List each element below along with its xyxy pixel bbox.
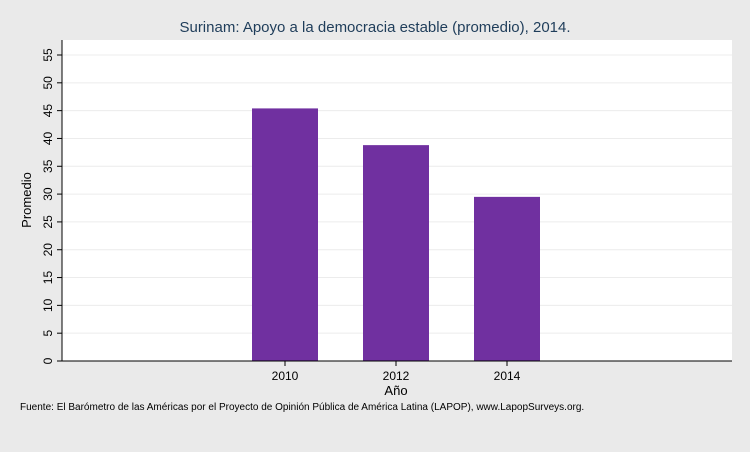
y-tick-label-5: 5 — [41, 330, 55, 337]
y-tick-label-10: 10 — [41, 298, 55, 312]
x-ticks: 2010 2012 2014 — [272, 361, 521, 383]
x-tick-label-2012: 2012 — [383, 369, 410, 383]
y-tick-label-45: 45 — [41, 104, 55, 118]
y-ticks: 0 5 10 15 20 25 30 35 40 45 50 55 — [41, 48, 62, 364]
y-tick-label-30: 30 — [41, 187, 55, 201]
bar-2014 — [474, 196, 540, 361]
y-tick-label-55: 55 — [41, 48, 55, 62]
x-axis-label: Año — [384, 383, 407, 398]
y-tick-label-15: 15 — [41, 271, 55, 285]
source-note: Fuente: El Barómetro de las Américas por… — [20, 402, 584, 413]
x-tick-label-2014: 2014 — [494, 369, 521, 383]
y-tick-label-35: 35 — [41, 159, 55, 173]
bars — [252, 108, 540, 361]
chart-title: Surinam: Apoyo a la democracia estable (… — [179, 19, 570, 36]
y-tick-label-0: 0 — [41, 357, 55, 364]
bar-2010 — [252, 108, 318, 361]
y-tick-label-25: 25 — [41, 215, 55, 229]
bar-2012 — [363, 145, 429, 361]
y-tick-label-40: 40 — [41, 131, 55, 145]
y-axis-label: Promedio — [19, 172, 34, 228]
y-tick-label-20: 20 — [41, 243, 55, 257]
y-tick-label-50: 50 — [41, 76, 55, 90]
x-tick-label-2010: 2010 — [272, 369, 299, 383]
